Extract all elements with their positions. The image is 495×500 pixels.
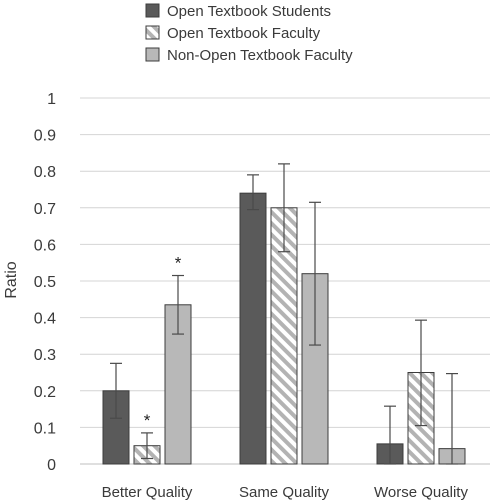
significance-asterisk: *	[175, 254, 182, 273]
y-tick-label: 0	[47, 457, 56, 474]
x-category-label: Better Quality	[102, 484, 193, 500]
legend: Open Textbook Students Open Textbook Facu…	[145, 3, 353, 64]
y-tick-label: 1	[47, 91, 56, 108]
legend-label: Open Textbook Students	[167, 3, 331, 20]
legend-swatch	[145, 25, 160, 40]
x-axis-labels: Better Quality Same Quality Worse Quality	[102, 484, 469, 500]
y-tick-label: 0.1	[34, 420, 56, 437]
legend-swatch	[145, 47, 160, 62]
y-tick-label: 0.4	[34, 311, 56, 328]
legend-item: Non-Open Textbook Faculty	[145, 47, 353, 64]
y-tick-label: 0.3	[34, 347, 56, 364]
x-category-label: Same Quality	[239, 484, 330, 500]
error-bar	[141, 432, 153, 460]
error-bar	[172, 274, 184, 335]
error-bar	[446, 372, 458, 465]
legend-item: Open Textbook Students	[145, 3, 331, 20]
y-tick-label: 0.7	[34, 201, 56, 218]
error-bar	[415, 319, 427, 427]
y-tick-label: 0.8	[34, 164, 56, 181]
y-tick-label: 0.9	[34, 128, 56, 145]
error-bar	[384, 405, 396, 465]
error-bar	[247, 174, 259, 211]
y-tick-label: 0.6	[34, 237, 56, 254]
legend-label: Non-Open Textbook Faculty	[167, 47, 353, 64]
legend-item: Open Textbook Faculty	[145, 25, 321, 42]
x-category-label: Worse Quality	[374, 484, 468, 500]
significance-markers: **	[144, 254, 182, 430]
error-bar	[278, 163, 290, 253]
y-tick-label: 0.5	[34, 274, 56, 291]
error-bars	[110, 163, 458, 465]
legend-swatch	[145, 3, 160, 18]
y-tick-label: 0.2	[34, 384, 56, 401]
significance-asterisk: *	[144, 411, 151, 430]
legend-label: Open Textbook Faculty	[167, 25, 321, 42]
y-axis-title: Ratio	[3, 261, 20, 298]
bar-1-2	[239, 192, 267, 465]
error-bar	[309, 201, 321, 346]
error-bar	[110, 362, 122, 419]
y-axis-ticks: 0 0.1 0.2 0.3 0.4 0.5 0.6 0.7 0.8 0.9 1	[34, 91, 56, 474]
